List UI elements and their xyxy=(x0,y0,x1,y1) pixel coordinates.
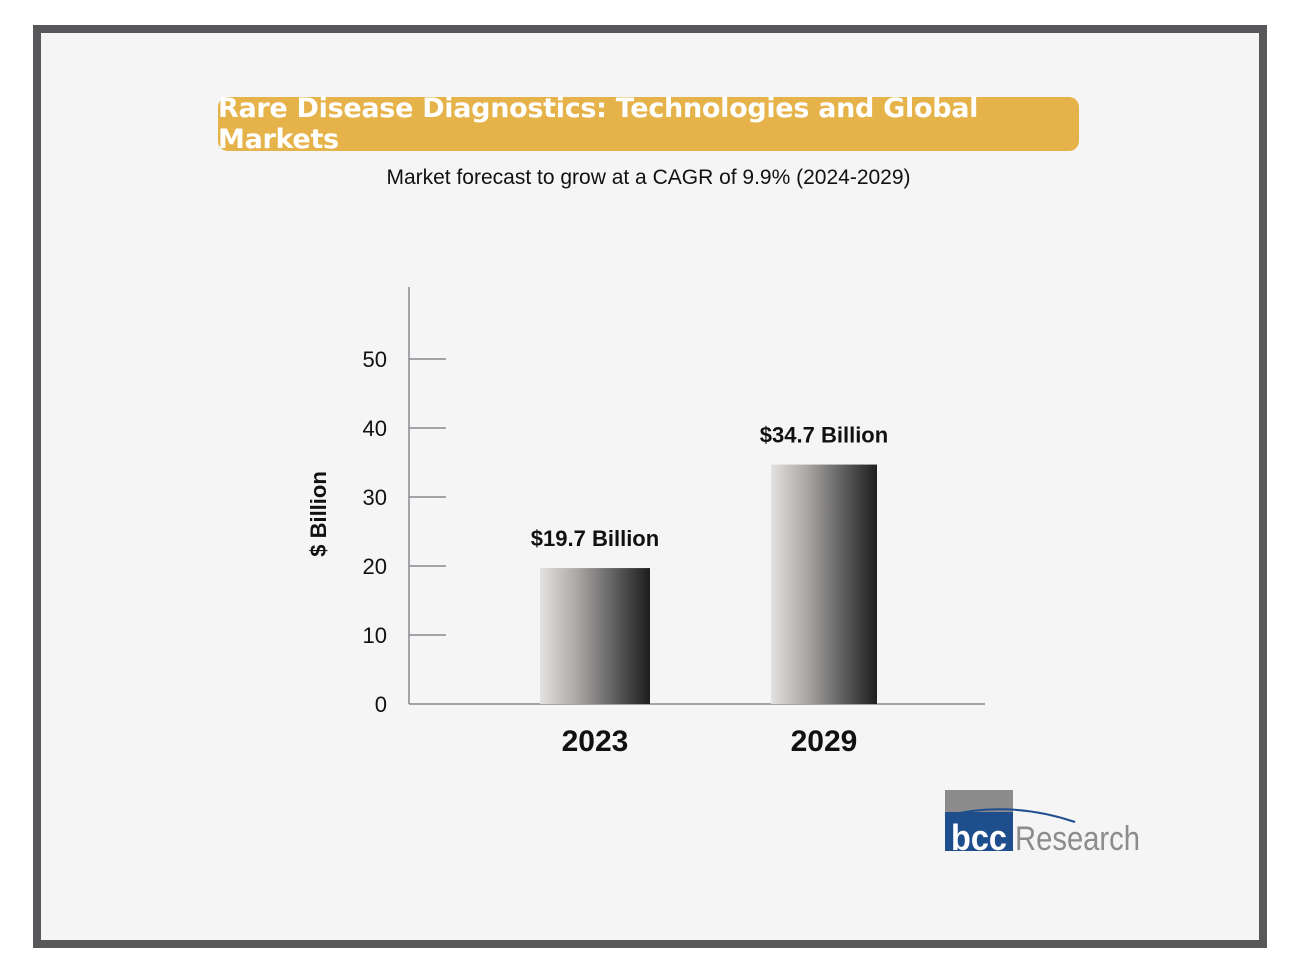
chart-subtitle: Market forecast to grow at a CAGR of 9.9… xyxy=(386,166,911,189)
logo-blue-block xyxy=(945,812,1013,851)
y-tick-label: 10 xyxy=(363,623,387,648)
logo-gray-block xyxy=(945,790,1013,812)
chart-title: Rare Disease Diagnostics: Technologies a… xyxy=(218,93,1079,155)
chart-frame xyxy=(33,25,1267,948)
y-tick-label: 40 xyxy=(363,416,387,441)
bar-2029 xyxy=(771,464,877,704)
x-category-label: 2029 xyxy=(791,725,858,758)
y-axis-label: $ Billion xyxy=(306,471,331,557)
bar-2023 xyxy=(540,568,650,704)
bcc-research-logo: bcc Research xyxy=(944,790,1140,858)
y-tick-label: 30 xyxy=(363,485,387,510)
bar-data-label: $19.7 Billion xyxy=(531,526,659,551)
logo-swoosh xyxy=(944,808,1076,823)
y-tick-label: 50 xyxy=(363,347,387,372)
y-tick-label: 20 xyxy=(363,554,387,579)
logo-bcc: bcc xyxy=(951,817,1007,858)
x-category-label: 2023 xyxy=(562,725,629,758)
y-tick-label: 0 xyxy=(375,692,387,717)
logo-research: Research xyxy=(1015,820,1140,858)
bar-data-label: $34.7 Billion xyxy=(760,423,888,448)
